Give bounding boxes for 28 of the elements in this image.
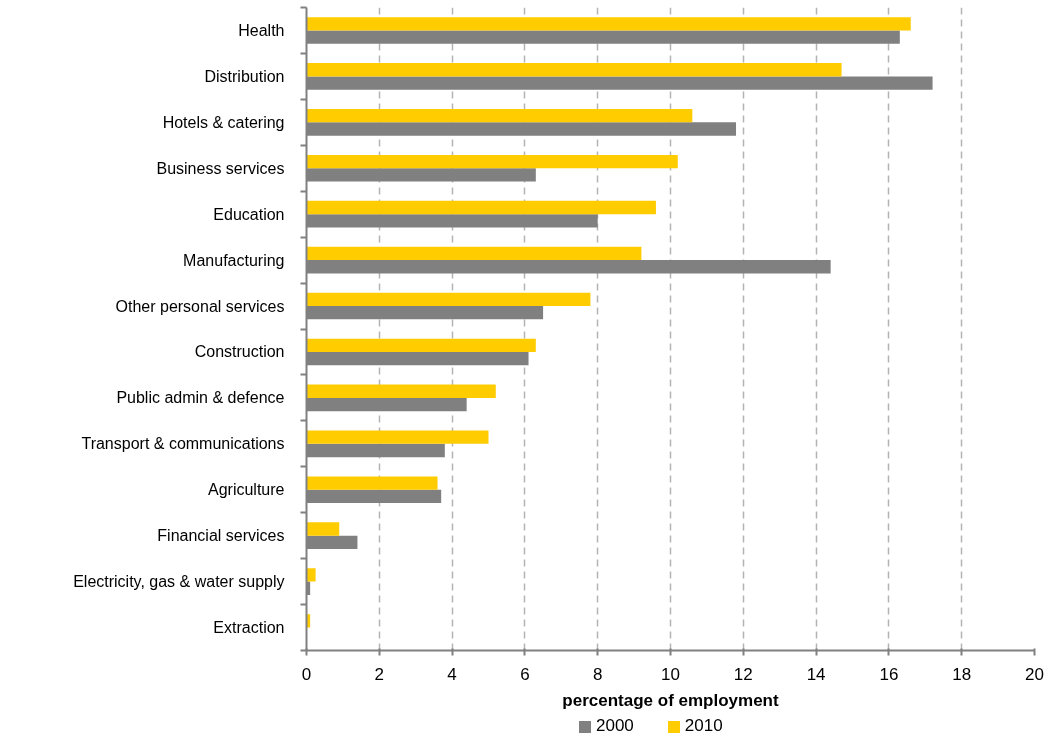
y-tick-label: Transport & communications <box>81 435 285 453</box>
x-tick-label: 6 <box>520 664 530 684</box>
x-tick-label: 4 <box>447 664 457 684</box>
y-tick-label: Agriculture <box>208 481 285 499</box>
y-tick-label: Hotels & catering <box>162 113 285 131</box>
y-tick-label: Distribution <box>204 67 285 85</box>
x-tick-label: 14 <box>806 664 826 684</box>
y-tick-label: Business services <box>156 159 285 177</box>
x-tick-label: 12 <box>733 664 753 684</box>
x-tick-label: 8 <box>592 664 603 684</box>
x-tick-label: 0 <box>301 664 312 684</box>
x-tick-label: 16 <box>879 664 899 684</box>
y-tick-label: Public admin & defence <box>116 389 285 407</box>
x-axis-title: percentage of employment <box>562 690 779 710</box>
x-tick-label: 20 <box>1025 664 1044 684</box>
y-tick-label: Other personal services <box>115 297 285 315</box>
y-tick-label: Education <box>213 205 285 223</box>
y-tick-label: Health <box>238 21 285 39</box>
y-tick-label: Financial services <box>157 527 285 545</box>
y-tick-label: Construction <box>194 343 285 361</box>
y-tick-label: Manufacturing <box>183 251 285 269</box>
y-tick-label: Electricity, gas & water supply <box>73 573 285 591</box>
legend-label: 2010 <box>684 716 723 736</box>
x-tick-label: 18 <box>952 664 972 684</box>
y-tick-label: Extraction <box>213 619 285 637</box>
x-tick-label: 10 <box>661 664 680 684</box>
legend-label: 2000 <box>596 716 634 736</box>
x-tick-label: 2 <box>374 664 385 684</box>
